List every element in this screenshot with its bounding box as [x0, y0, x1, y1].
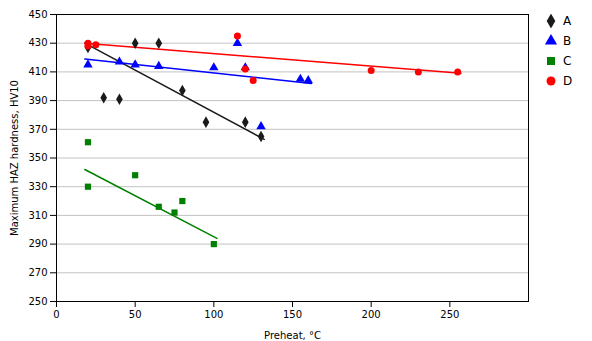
svg-text:410: 410 [28, 66, 47, 77]
svg-text:450: 450 [28, 9, 47, 20]
svg-text:430: 430 [28, 37, 47, 48]
svg-text:330: 330 [28, 181, 47, 192]
svg-text:200: 200 [362, 309, 381, 320]
svg-text:150: 150 [283, 309, 302, 320]
html-text:B: B [563, 34, 572, 48]
html-text:A: A [563, 14, 572, 28]
svg-text:390: 390 [28, 95, 47, 106]
svg-text:Preheat, °C: Preheat, °C [264, 330, 321, 341]
svg-text:Maximum HAZ hardness, HV10: Maximum HAZ hardness, HV10 [9, 80, 20, 236]
svg-text:250: 250 [28, 296, 47, 307]
svg-text:350: 350 [28, 152, 47, 163]
html-text:D: D [563, 74, 573, 88]
svg-text:370: 370 [28, 124, 47, 135]
svg-text:310: 310 [28, 210, 47, 221]
html-text:C: C [563, 54, 572, 68]
svg-text:270: 270 [28, 267, 47, 278]
svg-text:100: 100 [204, 309, 223, 320]
svg-text:50: 50 [129, 309, 142, 320]
svg-text:250: 250 [440, 309, 459, 320]
svg-text:0: 0 [53, 309, 59, 320]
svg-text:290: 290 [28, 238, 47, 249]
